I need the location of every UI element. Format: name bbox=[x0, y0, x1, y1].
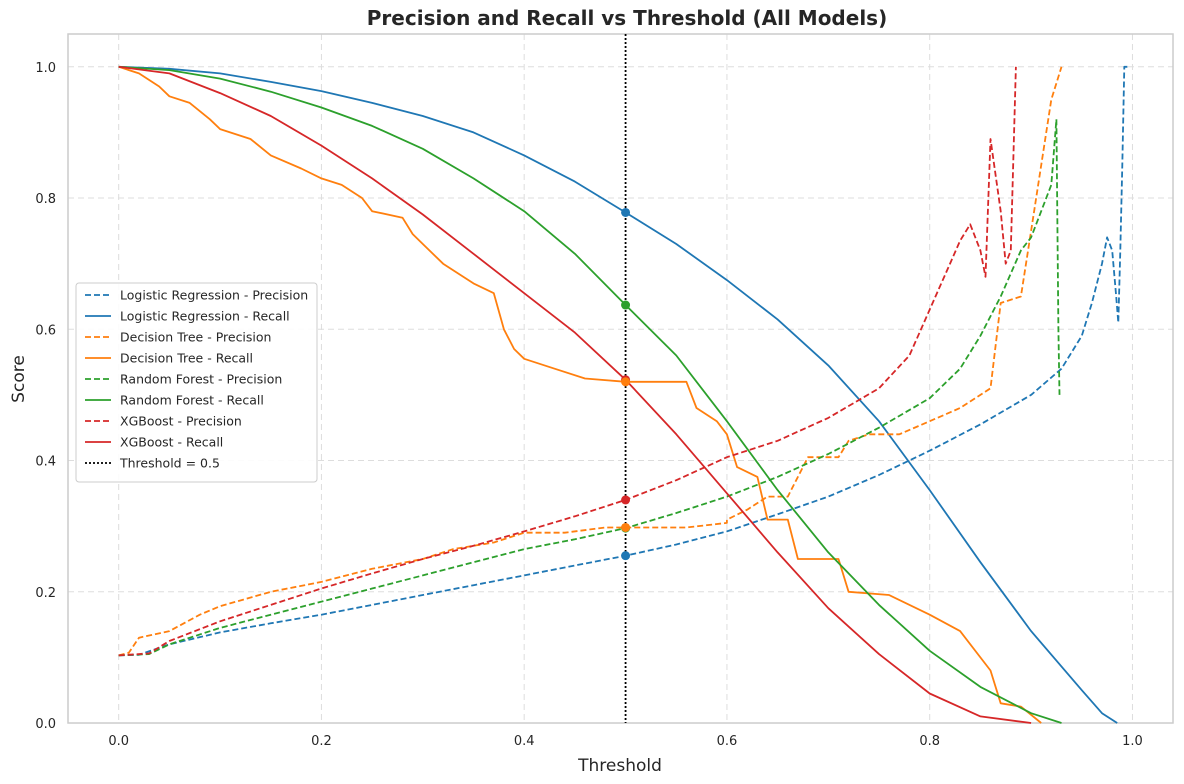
series-line-5 bbox=[118, 65, 1062, 724]
chart-title: Precision and Recall vs Threshold (All M… bbox=[367, 6, 887, 30]
legend-label: Random Forest - Recall bbox=[120, 393, 264, 408]
series-line-4 bbox=[118, 118, 1061, 657]
legend-label: Decision Tree - Recall bbox=[120, 351, 253, 366]
y-tick-label: 1.0 bbox=[35, 61, 56, 76]
threshold-marker bbox=[621, 377, 631, 387]
legend-label: Logistic Regression - Precision bbox=[120, 288, 308, 303]
y-tick-label: 0.0 bbox=[35, 717, 56, 732]
threshold-marker bbox=[621, 522, 631, 532]
threshold-marker bbox=[621, 300, 631, 310]
series-line-1 bbox=[118, 65, 1118, 724]
series-line-2 bbox=[118, 66, 1063, 657]
y-tick-label: 0.4 bbox=[35, 455, 56, 470]
x-axis-label: Threshold bbox=[577, 756, 662, 776]
x-tick-label: 0.8 bbox=[919, 734, 940, 749]
y-tick-label: 0.8 bbox=[35, 192, 56, 207]
legend-label: XGBoost - Recall bbox=[120, 435, 223, 450]
x-tick-label: 0.0 bbox=[108, 734, 129, 749]
threshold-marker bbox=[621, 551, 631, 561]
legend-label: XGBoost - Precision bbox=[120, 414, 242, 429]
x-tick-label: 0.4 bbox=[514, 734, 535, 749]
legend-label: Logistic Regression - Recall bbox=[120, 309, 290, 324]
x-tick-label: 0.6 bbox=[717, 734, 738, 749]
series-line-3 bbox=[118, 65, 1042, 724]
legend: Logistic Regression - Precision Logistic … bbox=[75, 282, 318, 483]
threshold-marker bbox=[621, 207, 631, 217]
threshold-markers bbox=[621, 207, 631, 561]
legend-box bbox=[75, 282, 318, 483]
series-line-0 bbox=[118, 65, 1128, 657]
x-tick-label: 0.2 bbox=[311, 734, 332, 749]
legend-label: Random Forest - Precision bbox=[120, 372, 282, 387]
threshold-marker bbox=[621, 495, 631, 505]
series-line-6 bbox=[118, 66, 1017, 657]
y-axis-ticks: 0.0 0.2 0.4 0.6 0.8 1.0 bbox=[35, 61, 56, 732]
plot-frame bbox=[67, 33, 1174, 724]
x-tick-label: 1.0 bbox=[1122, 734, 1143, 749]
series-line-7 bbox=[118, 65, 1032, 724]
y-tick-label: 0.6 bbox=[35, 323, 56, 338]
legend-label: Threshold = 0.5 bbox=[119, 456, 220, 471]
x-axis-ticks: 0.0 0.2 0.4 0.6 0.8 1.0 bbox=[108, 734, 1142, 749]
y-tick-label: 0.2 bbox=[35, 586, 56, 601]
y-axis-label: Score bbox=[9, 355, 29, 403]
series-lines bbox=[118, 65, 1128, 724]
legend-label: Decision Tree - Precision bbox=[120, 330, 271, 345]
